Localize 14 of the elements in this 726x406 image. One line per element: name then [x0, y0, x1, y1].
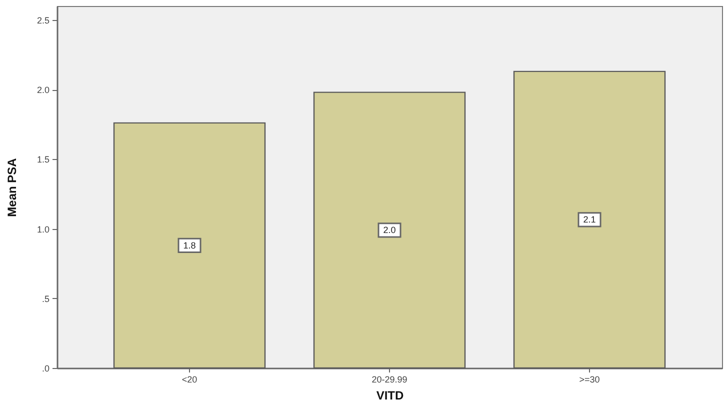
- y-tick-label: 2.0: [36, 85, 50, 96]
- data-label: 2.0: [383, 225, 396, 236]
- data-label: 2.1: [583, 214, 596, 225]
- y-tick-label: 2.5: [36, 15, 50, 26]
- x-tick-label: <20: [182, 374, 198, 384]
- y-tick-label: .5: [42, 294, 50, 304]
- data-label: 1.8: [183, 240, 196, 250]
- x-tick-label: >=30: [579, 374, 600, 384]
- y-tick-label: 1.5: [36, 154, 50, 165]
- x-tick-label: 20-29.99: [372, 374, 408, 384]
- x-axis-title: VITD: [376, 388, 404, 402]
- y-tick-label: .0: [42, 364, 50, 374]
- y-axis-title: Mean PSA: [4, 158, 19, 217]
- y-tick-label: 1.0: [36, 224, 50, 234]
